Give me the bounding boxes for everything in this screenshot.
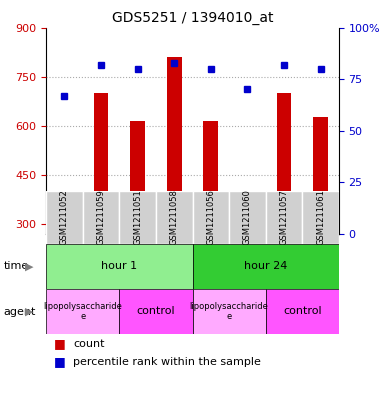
Text: time: time <box>4 261 29 272</box>
FancyBboxPatch shape <box>119 289 192 334</box>
FancyBboxPatch shape <box>83 191 119 244</box>
FancyBboxPatch shape <box>156 191 192 244</box>
Text: GSM1211057: GSM1211057 <box>280 189 288 245</box>
Text: lipopolysaccharide
e: lipopolysaccharide e <box>190 302 268 321</box>
Text: GSM1211051: GSM1211051 <box>133 189 142 245</box>
Text: agent: agent <box>4 307 36 317</box>
FancyBboxPatch shape <box>266 289 339 334</box>
Text: GSM1211059: GSM1211059 <box>97 189 105 245</box>
Title: GDS5251 / 1394010_at: GDS5251 / 1394010_at <box>112 11 273 25</box>
Text: ■: ■ <box>54 337 66 351</box>
FancyBboxPatch shape <box>266 191 302 244</box>
FancyBboxPatch shape <box>46 289 119 334</box>
Text: percentile rank within the sample: percentile rank within the sample <box>73 356 261 367</box>
Bar <box>240 212 255 233</box>
Text: GSM1211061: GSM1211061 <box>316 189 325 245</box>
Text: GSM1211058: GSM1211058 <box>170 189 179 245</box>
Text: ▶: ▶ <box>25 261 33 272</box>
Text: GSM1211056: GSM1211056 <box>206 189 215 245</box>
FancyBboxPatch shape <box>229 191 266 244</box>
Bar <box>204 121 218 233</box>
Text: hour 24: hour 24 <box>244 261 287 271</box>
Bar <box>276 93 291 233</box>
Text: GSM1211052: GSM1211052 <box>60 189 69 245</box>
Text: count: count <box>73 339 105 349</box>
FancyBboxPatch shape <box>192 244 339 289</box>
FancyBboxPatch shape <box>46 244 192 289</box>
FancyBboxPatch shape <box>46 191 83 244</box>
Text: control: control <box>137 307 175 316</box>
FancyBboxPatch shape <box>192 191 229 244</box>
Bar <box>313 118 328 233</box>
Bar <box>167 57 181 233</box>
Bar <box>130 121 145 233</box>
Bar <box>57 217 72 233</box>
Text: ▶: ▶ <box>25 307 33 317</box>
Text: control: control <box>283 307 321 316</box>
FancyBboxPatch shape <box>302 191 339 244</box>
Text: lipopolysaccharide
e: lipopolysaccharide e <box>44 302 122 321</box>
Text: GSM1211060: GSM1211060 <box>243 189 252 245</box>
FancyBboxPatch shape <box>119 191 156 244</box>
FancyBboxPatch shape <box>192 289 266 334</box>
Text: hour 1: hour 1 <box>101 261 137 271</box>
Bar <box>94 93 109 233</box>
Text: ■: ■ <box>54 355 66 368</box>
